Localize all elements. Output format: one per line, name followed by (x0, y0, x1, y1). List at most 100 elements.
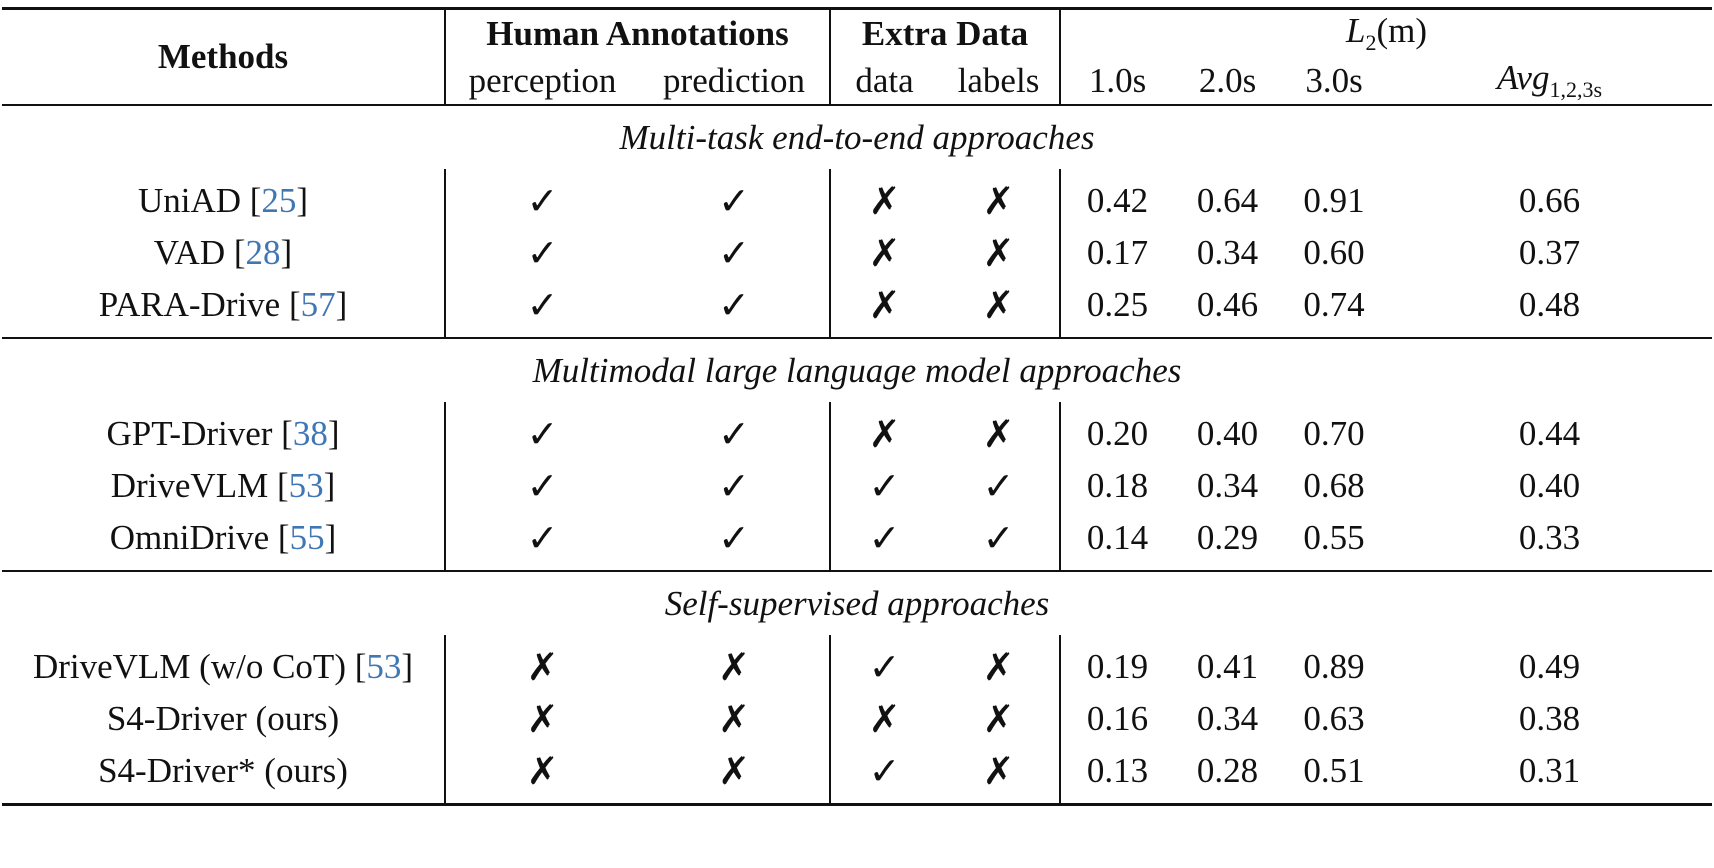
perception-mark: ✓ (444, 401, 639, 460)
citation-link[interactable]: 38 (292, 414, 328, 453)
l2-t2-value: 0.46 (1196, 285, 1259, 324)
header-l2-subscript: 2 (1365, 29, 1377, 55)
citation-link[interactable]: 55 (289, 518, 325, 557)
header-perception: perception (444, 56, 639, 105)
section-title: Multi-task end-to-end approaches (2, 103, 1713, 169)
method-cell: S4-Driver (ours) (2, 693, 445, 745)
l2-avg-value: 0.49 (1518, 647, 1581, 686)
table-body: Multi-task end-to-end approaches UniAD [2… (2, 103, 1713, 806)
header-labels: labels (957, 60, 1040, 100)
section-title-row: Self-supervised approaches (2, 569, 1713, 635)
l2-t3-value: 0.55 (1303, 518, 1365, 557)
l2-avg-value: 0.40 (1518, 466, 1581, 505)
method-name: GPT-Driver [ (106, 414, 293, 453)
labels-mark: ✓ (982, 463, 1015, 508)
prediction-mark: ✗ (718, 696, 750, 741)
perception-mark: ✓ (444, 459, 639, 512)
citation-bracket: ] (323, 466, 336, 505)
labels-mark: ✗ (982, 411, 1015, 456)
data-mark: ✓ (829, 459, 938, 512)
l2-avg-value: 0.37 (1518, 233, 1581, 272)
table-row: OmniDrive [55] ✓ ✓ ✓ ✓ 0.14 0.29 0.55 0.33 (2, 511, 1712, 571)
prediction-mark: ✓ (718, 282, 750, 327)
header-l2-letter: L (1346, 10, 1366, 50)
labels-mark: ✗ (982, 282, 1015, 327)
method-cell: DriveVLM [53] (2, 460, 445, 512)
labels-mark: ✗ (982, 178, 1015, 223)
l2-avg-value: 0.44 (1518, 414, 1581, 453)
l2-t1-value: 0.20 (1059, 401, 1174, 460)
l2-avg-value: 0.48 (1518, 285, 1581, 324)
citation-bracket: ] (401, 647, 414, 686)
l2-t1-value: 0.25 (1059, 278, 1174, 338)
header-avg-subscript: 1,2,3s (1549, 76, 1603, 102)
l2-t3-value: 0.74 (1303, 285, 1365, 324)
data-mark: ✓ (829, 744, 938, 806)
header-data: data (829, 56, 938, 105)
table-row: DriveVLM [53] ✓ ✓ ✓ ✓ 0.18 0.34 0.68 0.40 (2, 459, 1712, 512)
header-t2: 2.0s (1198, 60, 1257, 100)
table-row: GPT-Driver [38] ✓ ✓ ✗ ✗ 0.20 0.40 0.70 0.44 (2, 401, 1712, 460)
method-cell: GPT-Driver [38] (2, 402, 445, 460)
header-l2-unit: (m) (1376, 10, 1428, 50)
l2-t3-value: 0.63 (1303, 699, 1365, 738)
l2-avg-value: 0.66 (1518, 181, 1581, 220)
l2-t2-value: 0.34 (1196, 699, 1259, 738)
data-mark: ✗ (829, 226, 938, 279)
l2-avg-value: 0.33 (1518, 518, 1581, 557)
l2-avg-value: 0.38 (1518, 699, 1581, 738)
method-cell: PARA-Drive [57] (2, 279, 445, 338)
table-row: UniAD [25] ✓ ✓ ✗ ✗ 0.42 0.64 0.91 0.66 (2, 168, 1712, 227)
header-t1: 1.0s (1059, 56, 1174, 105)
citation-link[interactable]: 53 (366, 647, 402, 686)
prediction-mark: ✓ (718, 178, 750, 223)
labels-mark: ✗ (938, 744, 1060, 806)
section-title: Self-supervised approaches (2, 569, 1713, 635)
method-cell: OmniDrive [55] (2, 512, 445, 571)
table-row: DriveVLM (w/o CoT) [53] ✗ ✗ ✓ ✗ 0.19 0.41 0.89 0… (2, 634, 1712, 693)
table-row: S4-Driver (ours) ✗ ✗ ✗ ✗ 0.16 0.34 0.63 0.38 (2, 692, 1712, 745)
table-header: Methods Human Annotations Extra Data L2(… (2, 7, 1713, 105)
prediction-mark: ✓ (718, 230, 750, 275)
header-prediction: prediction (663, 60, 805, 100)
perception-mark: ✓ (444, 226, 639, 279)
l2-t1-value: 0.14 (1059, 511, 1174, 571)
l2-t2-value: 0.41 (1196, 647, 1259, 686)
header-t3: 3.0s (1305, 60, 1363, 100)
method-name: S4-Driver* (ours) (98, 751, 348, 790)
prediction-mark: ✓ (718, 463, 750, 508)
citation-bracket: ] (327, 414, 340, 453)
table-row: VAD [28] ✓ ✓ ✗ ✗ 0.17 0.34 0.60 0.37 (2, 226, 1712, 279)
prediction-mark: ✓ (718, 411, 750, 456)
labels-mark: ✗ (982, 644, 1015, 689)
citation-link[interactable]: 28 (245, 233, 281, 272)
l2-t2-value: 0.34 (1196, 466, 1259, 505)
citation-link[interactable]: 53 (288, 466, 324, 505)
perception-mark: ✓ (444, 278, 639, 338)
perception-mark: ✗ (444, 692, 639, 745)
section-title: Multimodal large language model approach… (2, 336, 1713, 402)
perception-mark: ✗ (444, 744, 639, 806)
method-name: S4-Driver (ours) (106, 699, 340, 738)
perception-mark: ✓ (444, 168, 639, 227)
method-cell: UniAD [25] (2, 169, 445, 227)
citation-bracket: ] (335, 285, 348, 324)
l2-t1-value: 0.17 (1059, 226, 1174, 279)
labels-mark: ✓ (982, 515, 1015, 560)
section-title-row: Multi-task end-to-end approaches (2, 103, 1713, 169)
table-row: PARA-Drive [57] ✓ ✓ ✗ ✗ 0.25 0.46 0.74 0.48 (2, 278, 1712, 338)
header-avg: Avg1,2,3s (1387, 57, 1712, 105)
table-row: S4-Driver* (ours) ✗ ✗ ✓ ✗ 0.13 0.28 0.51 0.31 (2, 744, 1713, 806)
method-cell: DriveVLM (w/o CoT) [53] (2, 635, 445, 693)
citation-bracket: ] (324, 518, 337, 557)
l2-avg-value: 0.31 (1387, 744, 1713, 806)
citation-bracket: ] (296, 181, 309, 220)
citation-link[interactable]: 57 (300, 285, 336, 324)
data-mark: ✗ (829, 278, 938, 338)
citation-link[interactable]: 25 (261, 181, 297, 220)
data-mark: ✗ (829, 401, 938, 460)
prediction-mark: ✓ (718, 515, 750, 560)
data-mark: ✗ (829, 168, 938, 227)
header-l2: L2(m) (1058, 7, 1713, 57)
perception-mark: ✗ (444, 634, 639, 693)
